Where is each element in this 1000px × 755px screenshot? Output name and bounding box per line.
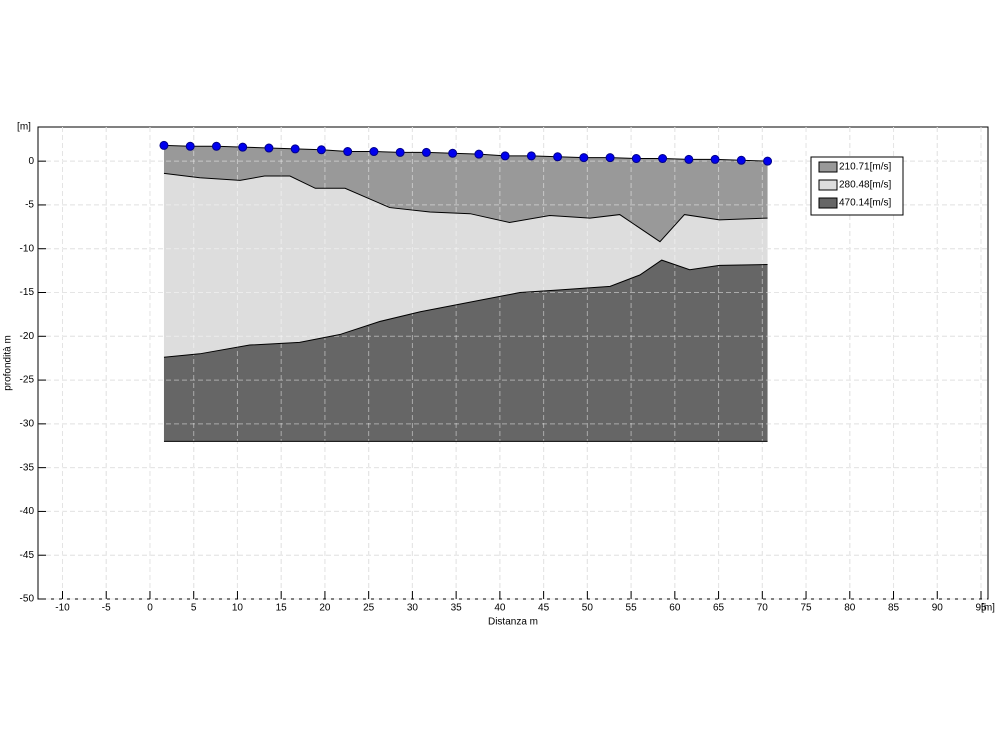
y-tick-label: -35 [20, 462, 35, 473]
x-tick-label: 80 [844, 603, 856, 614]
legend-label: 280.48[m/s] [839, 180, 891, 191]
x-tick-label: 50 [582, 603, 594, 614]
sensor [658, 154, 668, 164]
y-tick-label: 0 [28, 156, 34, 167]
sensor [395, 147, 405, 157]
sensor [264, 143, 274, 153]
x-tick-label: 95 [975, 603, 987, 614]
sensor [474, 149, 484, 159]
sensor [185, 141, 195, 151]
sensor [526, 151, 536, 161]
x-tick-label: 60 [669, 603, 681, 614]
sensor [290, 144, 300, 154]
sensor [211, 141, 221, 151]
layer-area [163, 145, 768, 242]
x-unit: [m] [981, 603, 995, 614]
x-tick-label: 0 [147, 603, 153, 614]
y-tick-label: -40 [20, 506, 35, 517]
x-tick-label: 55 [626, 603, 638, 614]
sensor [605, 153, 615, 163]
sensor [736, 155, 746, 165]
legend-label: 470.14[m/s] [839, 198, 891, 209]
x-tick-label: 25 [363, 603, 375, 614]
layer-area [163, 173, 768, 358]
sensor [763, 156, 773, 166]
x-tick-label: 15 [276, 603, 288, 614]
y-axis-label: profondità m [3, 335, 14, 391]
sensor [710, 154, 720, 164]
x-tick-label: 5 [191, 603, 197, 614]
sensor [369, 147, 379, 157]
sensor [159, 140, 169, 150]
y-tick-label: -15 [20, 287, 35, 298]
x-tick-label: 70 [757, 603, 769, 614]
x-tick-label: 20 [319, 603, 331, 614]
sensor [238, 142, 248, 152]
x-tick-label: 45 [538, 603, 550, 614]
sensor [553, 152, 563, 162]
y-tick-label: -30 [20, 419, 35, 430]
sensor [448, 148, 458, 158]
sensor [684, 154, 694, 164]
y-tick-label: -5 [25, 200, 34, 211]
x-tick-label: 90 [932, 603, 944, 614]
legend-swatch [818, 161, 838, 173]
y-tick-label: -20 [20, 331, 35, 342]
layer-area [163, 260, 768, 442]
x-tick-label: 40 [494, 603, 506, 614]
y-tick-label: -50 [20, 594, 35, 605]
x-tick-label: 10 [232, 603, 244, 614]
x-tick-label: 85 [888, 603, 900, 614]
y-tick-label: -25 [20, 375, 35, 386]
data-layer [38, 127, 988, 600]
y-unit: [m] [17, 122, 31, 133]
x-tick-label: 35 [451, 603, 463, 614]
x-axis-label: Distanza m [488, 617, 538, 628]
x-tick-label: -10 [55, 603, 70, 614]
legend-swatch [818, 197, 838, 209]
sensor [316, 145, 326, 155]
legend-label: 210.71[m/s] [839, 162, 891, 173]
x-tick-label: 30 [407, 603, 419, 614]
interface-line [163, 172, 768, 243]
y-tick-label: -45 [20, 550, 35, 561]
x-tick-label: 75 [800, 603, 812, 614]
y-tick-label: -10 [20, 243, 35, 254]
legend-swatch [818, 179, 838, 191]
sensor [579, 153, 589, 163]
sensor [421, 147, 431, 157]
x-tick-label: 65 [713, 603, 725, 614]
sensor [343, 147, 353, 157]
interface-line [163, 259, 768, 358]
sensor [631, 154, 641, 164]
sensor [500, 151, 510, 161]
x-tick-label: -5 [102, 603, 111, 614]
